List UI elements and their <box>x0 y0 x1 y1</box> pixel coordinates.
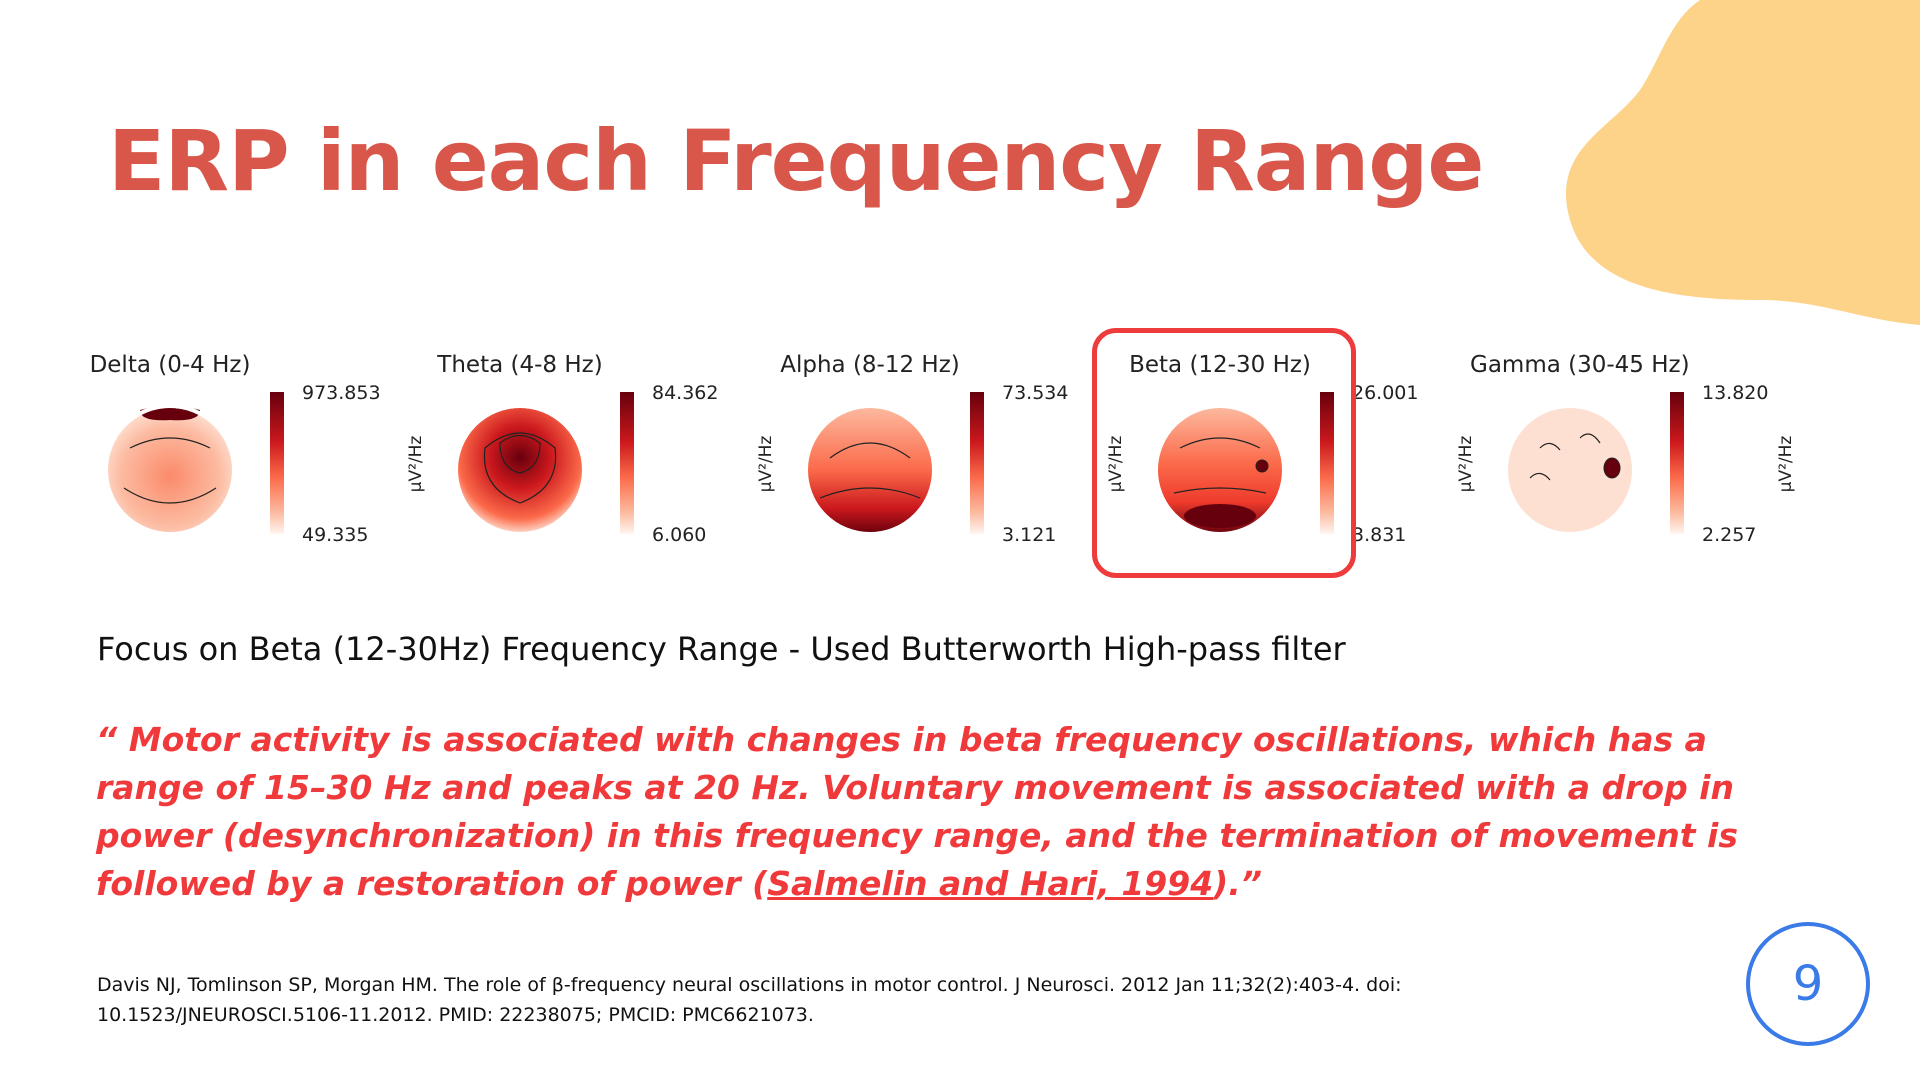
colorbar-max: 84.362 <box>652 382 719 404</box>
topomap-beta: µV²/Hz Beta (12-30 Hz) 26.001 3.831 <box>1106 330 1460 560</box>
colorbar <box>1670 392 1684 534</box>
colorbar <box>270 392 284 534</box>
topomap-alpha: µV²/Hz Alpha (8-12 Hz) 73.534 3.121 <box>756 330 1110 560</box>
topomap-title: Delta (0-4 Hz) <box>89 352 251 378</box>
topomap-title: Gamma (30-45 Hz) <box>1470 352 1690 378</box>
topomap-title: Beta (12-30 Hz) <box>1129 352 1311 378</box>
colorbar <box>620 392 634 534</box>
unit-label: µV²/Hz <box>406 435 426 493</box>
colorbar-min: 3.121 <box>1002 524 1057 546</box>
focus-statement: Focus on Beta (12-30Hz) Frequency Range … <box>97 630 1346 668</box>
citation-link[interactable]: Salmelin and Hari, 1994 <box>767 864 1214 903</box>
quote-end: ).” <box>1213 864 1263 903</box>
topomap-delta: Delta (0-4 Hz) 973.853 49.335 <box>70 330 410 560</box>
topomap-row: Delta (0-4 Hz) 973.853 49.335 µV²/Hz The… <box>0 330 1920 590</box>
slide-title: ERP in each Frequency Range <box>108 112 1484 210</box>
colorbar-min: 49.335 <box>302 524 369 546</box>
colorbar-max: 73.534 <box>1002 382 1069 404</box>
unit-label: µV²/Hz <box>756 435 776 493</box>
topomap-title: Theta (4-8 Hz) <box>437 352 603 378</box>
beta-highlight-box <box>1092 328 1356 578</box>
colorbar <box>970 392 984 534</box>
colorbar-min: 2.257 <box>1702 524 1757 546</box>
colorbar-min: 3.831 <box>1352 524 1407 546</box>
colorbar-max: 973.853 <box>302 382 381 404</box>
reference-text: Davis NJ, Tomlinson SP, Morgan HM. The r… <box>97 974 1402 1026</box>
quote-block: “ Motor activity is associated with chan… <box>96 716 1776 908</box>
head-topomap-delta <box>104 395 236 536</box>
head-topomap-theta <box>454 395 586 536</box>
topomap-theta: µV²/Hz Theta (4-8 Hz) 84.362 6.060 <box>406 330 760 560</box>
decorative-blob <box>1566 0 1920 325</box>
head-topomap-beta <box>1154 395 1286 536</box>
unit-label: µV²/Hz <box>1776 435 1796 493</box>
colorbar-min: 6.060 <box>652 524 707 546</box>
colorbar-max: 13.820 <box>1702 382 1769 404</box>
head-topomap-alpha <box>804 395 936 536</box>
colorbar-max: 26.001 <box>1352 382 1419 404</box>
topomap-gamma: µV²/Hz Gamma (30-45 Hz) 13.820 2.257 µV²… <box>1456 330 1810 560</box>
head-topomap-gamma <box>1504 395 1636 536</box>
quote-text: “ Motor activity is associated with chan… <box>96 720 1738 903</box>
colorbar <box>1320 392 1334 534</box>
page-number: 9 <box>1746 922 1870 1046</box>
topomap-title: Alpha (8-12 Hz) <box>780 352 960 378</box>
unit-label: µV²/Hz <box>1456 435 1476 493</box>
